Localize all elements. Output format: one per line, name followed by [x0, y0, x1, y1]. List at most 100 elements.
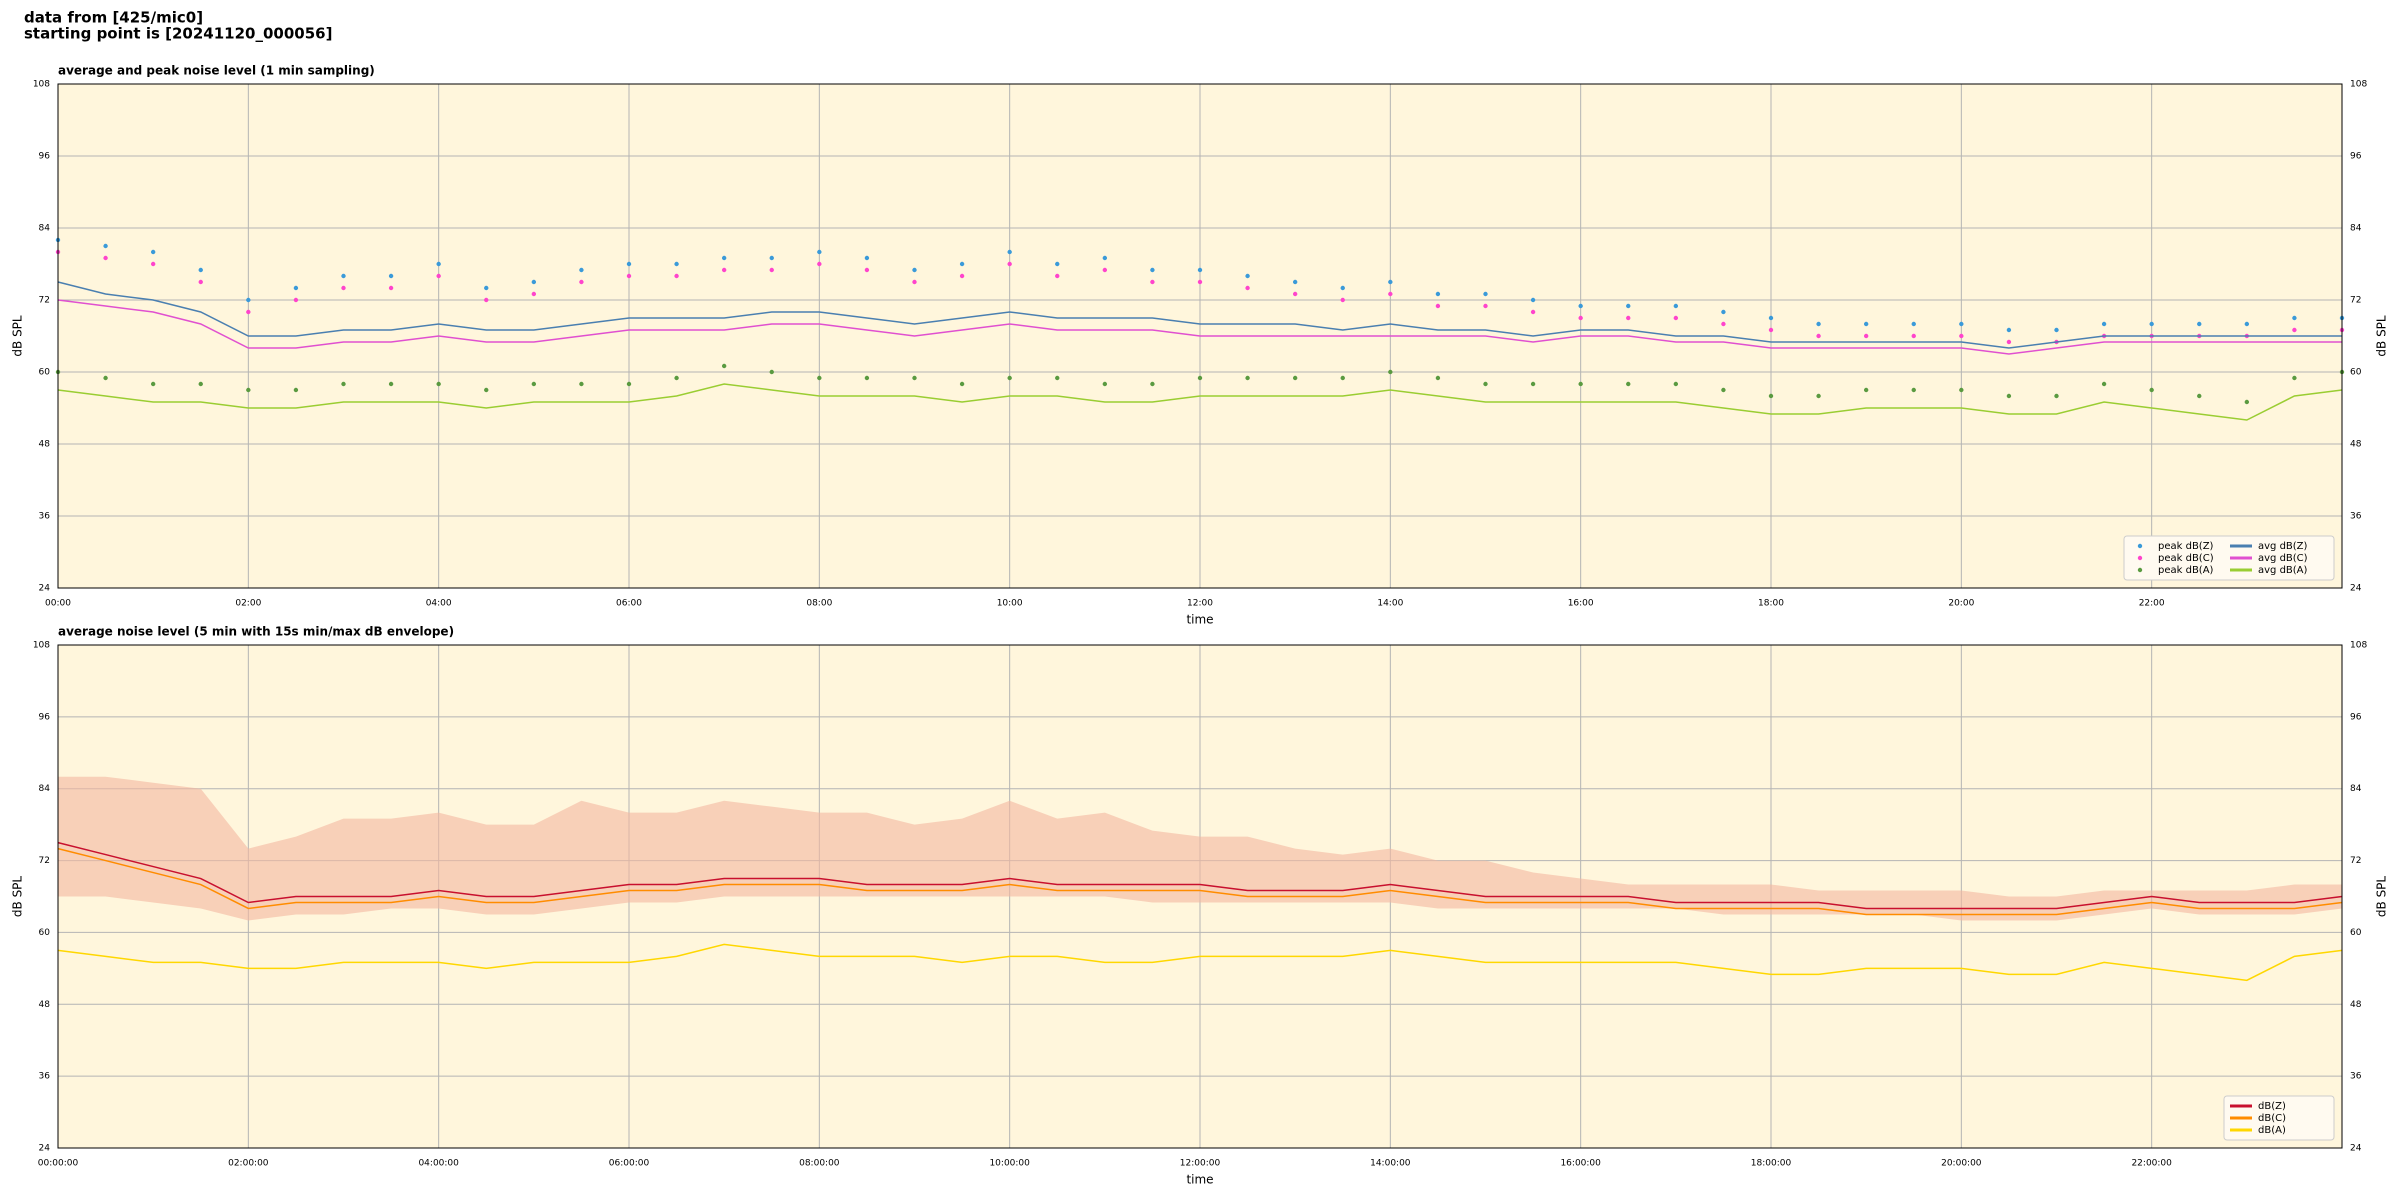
suptitle: starting point is [20241120_000056]	[24, 25, 332, 43]
legend-label: dB(Z)	[2258, 1101, 2286, 1112]
x-tick-label: 18:00:00	[1751, 1159, 1792, 1169]
x-tick-label: 00:00	[45, 599, 71, 609]
peak-point	[1102, 267, 1108, 273]
peak-point	[531, 381, 537, 387]
x-tick-label: 14:00	[1377, 599, 1403, 609]
peak-point	[674, 273, 679, 279]
y-tick-label: 72	[39, 296, 50, 306]
x-tick-label: 02:00	[235, 599, 261, 609]
legend-marker	[2137, 567, 2143, 573]
legend-label: dB(A)	[2258, 1125, 2286, 1136]
peak-point	[1435, 303, 1441, 309]
peak-point	[388, 381, 394, 387]
peak-point	[293, 285, 299, 291]
series-line	[57, 841, 2343, 910]
peak-point	[1007, 249, 1012, 255]
x-tick-label: 12:00:00	[1180, 1159, 1221, 1169]
peak-point	[769, 267, 774, 273]
peak-point	[2244, 399, 2250, 405]
peak-point	[1150, 267, 1155, 273]
x-tick-label: 22:00:00	[2131, 1159, 2172, 1169]
peak-point	[341, 381, 346, 387]
peak-point	[1340, 297, 1345, 303]
peak-point	[1055, 375, 1060, 381]
peak-point	[1768, 393, 1774, 399]
peak-point	[1673, 381, 1679, 387]
legend-marker	[2137, 543, 2143, 549]
peak-point	[198, 267, 203, 273]
y-tick-label: 72	[2350, 856, 2361, 866]
x-tick-label: 08:00	[806, 599, 832, 609]
peak-point	[1388, 369, 1393, 375]
y-tick-label: 72	[39, 856, 50, 866]
peak-point	[864, 255, 870, 261]
peak-point	[626, 261, 632, 267]
y-tick-label: 84	[39, 784, 51, 794]
x-tick-label: 18:00	[1758, 599, 1784, 609]
peak-point	[2292, 327, 2297, 333]
plot-frame	[57, 644, 2343, 1149]
peak-point	[1673, 315, 1679, 321]
y-axis-label: dB SPL	[11, 876, 25, 918]
y-tick-label: 48	[2350, 440, 2362, 450]
peak-point	[293, 297, 299, 303]
peak-point	[246, 309, 251, 315]
peak-point	[246, 387, 251, 393]
y-tick-label: 24	[2350, 584, 2362, 594]
peak-point	[912, 279, 917, 285]
peak-point	[1721, 321, 1726, 327]
peak-point	[1721, 387, 1726, 393]
y-axis-label: dB SPL	[2375, 876, 2389, 918]
peak-point	[150, 381, 156, 387]
peak-point	[1626, 315, 1631, 321]
peak-point	[1150, 279, 1155, 285]
x-tick-label: 04:00	[426, 599, 452, 609]
peak-point	[150, 249, 156, 255]
y-tick-label: 108	[33, 80, 50, 90]
x-tick-label: 06:00	[616, 599, 642, 609]
peak-point	[1197, 267, 1203, 273]
peak-point	[1435, 291, 1441, 297]
chart-title: average noise level (5 min with 15s min/…	[58, 625, 454, 639]
y-tick-label: 24	[2350, 1144, 2362, 1154]
peak-point	[1102, 381, 1108, 387]
peak-point	[1150, 381, 1155, 387]
peak-point	[2197, 393, 2202, 399]
y-tick-label: 108	[33, 641, 50, 651]
peak-point	[341, 285, 346, 291]
peak-point	[2006, 327, 2012, 333]
peak-point	[246, 297, 251, 303]
peak-point	[2101, 381, 2107, 387]
x-tick-label: 00:00:00	[38, 1159, 79, 1169]
peak-point	[959, 273, 965, 279]
peak-point	[436, 273, 441, 279]
y-tick-label: 36	[39, 512, 51, 522]
peak-point	[1911, 321, 1916, 327]
series-line	[57, 281, 2342, 349]
peak-point	[2149, 321, 2154, 327]
peak-point	[103, 255, 108, 261]
legend-label: dB(C)	[2258, 1113, 2286, 1124]
peak-point	[2006, 339, 2012, 345]
peak-point	[531, 291, 537, 297]
x-tick-label: 10:00	[997, 599, 1023, 609]
series-line	[57, 299, 2342, 355]
peak-point	[1292, 279, 1298, 285]
y-tick-label: 60	[2350, 368, 2362, 378]
y-tick-label: 96	[2350, 712, 2362, 722]
x-tick-label: 10:00:00	[989, 1159, 1030, 1169]
peak-point	[769, 369, 774, 375]
x-axis-label: time	[1186, 613, 1213, 627]
peak-point	[388, 285, 394, 291]
x-tick-label: 12:00	[1187, 599, 1213, 609]
peak-point	[959, 381, 965, 387]
legend-marker	[2137, 555, 2143, 561]
suptitle: data from [425/mic0]	[24, 9, 203, 27]
legend-label: avg dB(C)	[2258, 553, 2308, 564]
peak-point	[721, 267, 727, 273]
x-tick-label: 02:00:00	[228, 1159, 269, 1169]
peak-point	[388, 273, 394, 279]
peak-point	[1530, 309, 1536, 315]
x-tick-label: 08:00:00	[799, 1159, 840, 1169]
peak-point	[103, 375, 108, 381]
